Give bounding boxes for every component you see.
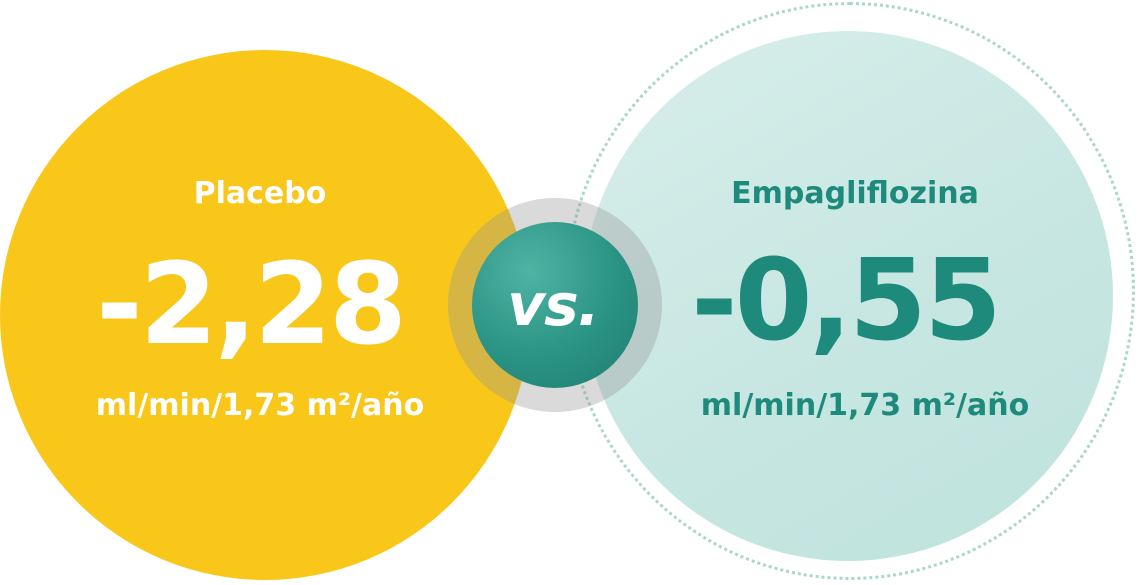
empagliflozina-title: Empagliflozina [731, 176, 979, 211]
empagliflozina-value: -0,55 [691, 236, 1002, 366]
placebo-title: Placebo [193, 176, 327, 211]
placebo-unit: ml/min/1,73 m²/año [95, 388, 425, 423]
vs-label: vs. [507, 271, 599, 339]
placebo-circle [0, 50, 530, 580]
vs-badge: vs. [472, 222, 638, 388]
placebo-value: -2,28 [96, 240, 407, 370]
empagliflozina-unit: ml/min/1,73 m²/año [700, 388, 1030, 423]
empagliflozina-circle [583, 31, 1113, 561]
